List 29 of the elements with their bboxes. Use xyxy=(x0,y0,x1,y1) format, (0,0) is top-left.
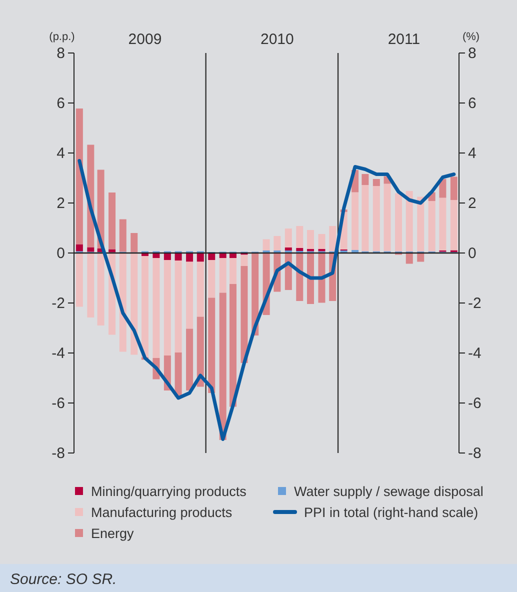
y-tick-label: 6 xyxy=(56,94,65,112)
x-tick-label: 2011 xyxy=(388,31,420,48)
y2-tick-label: -4 xyxy=(468,344,482,362)
y-tick-label: 0 xyxy=(56,244,65,262)
y2-tick-label: 6 xyxy=(468,94,476,112)
y-tick-label: -8 xyxy=(52,444,65,462)
y-tick-label: -4 xyxy=(52,344,65,362)
y2-axis-title: (%) xyxy=(462,31,480,43)
y-tick-label: -2 xyxy=(52,294,65,312)
source-note: Source: SO SR. xyxy=(10,571,117,588)
y-tick-label: 4 xyxy=(56,144,65,162)
y-tick-label: 2 xyxy=(56,194,65,212)
y-axis-title: (p.p.) xyxy=(49,31,75,43)
y2-tick-label: -2 xyxy=(468,294,482,312)
legend-label: Water supply / sewage disposal xyxy=(294,484,484,499)
y2-tick-label: -8 xyxy=(468,444,482,462)
y-tick-label: 8 xyxy=(56,44,65,62)
y2-tick-label: 2 xyxy=(468,194,476,212)
y2-tick-label: -6 xyxy=(468,394,482,412)
y2-tick-label: 8 xyxy=(468,44,476,62)
x-tick-label: 2009 xyxy=(128,31,162,48)
legend-label: Energy xyxy=(91,526,134,541)
x-tick-label: 2010 xyxy=(260,31,294,48)
y2-tick-label: 0 xyxy=(468,244,476,262)
legend-label: PPI in total (right-hand scale) xyxy=(304,505,478,520)
legend-label: Manufacturing products xyxy=(91,505,232,520)
y2-tick-label: 4 xyxy=(468,144,476,162)
legend-label: Mining/quarrying products xyxy=(91,484,247,499)
y-tick-label: -6 xyxy=(52,394,65,412)
